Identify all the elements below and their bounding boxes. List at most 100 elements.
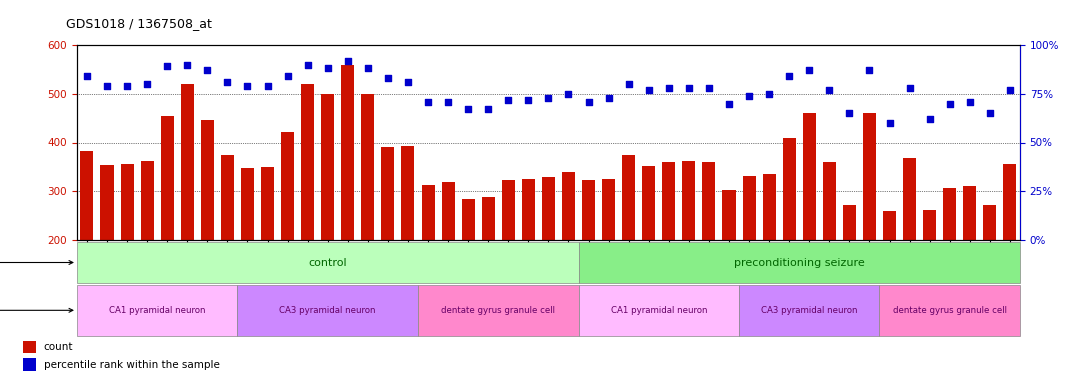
Bar [522,179,535,338]
Point [941,100,958,106]
Point [600,94,617,100]
Bar [803,113,816,338]
Bar [381,147,394,338]
Bar [662,162,675,338]
Point [520,97,537,103]
Bar [402,146,414,338]
Bar [422,185,435,338]
Bar [562,172,575,338]
Bar [80,151,93,338]
Bar [482,197,494,338]
Bar [502,180,515,338]
Bar [418,285,579,336]
Point [821,87,838,93]
Point [299,62,316,68]
Point [119,83,136,89]
Bar [321,94,334,338]
Bar [160,116,174,338]
Point [660,85,677,91]
Point [178,62,195,68]
Point [580,99,597,105]
Bar [261,167,274,338]
Bar [739,285,879,336]
Bar [984,205,996,338]
Bar [180,84,193,338]
Bar [703,162,716,338]
Bar [100,165,113,338]
Point [760,91,778,97]
Bar [281,132,294,338]
Point [359,65,376,71]
Text: CA1 pyramidal neuron: CA1 pyramidal neuron [109,306,205,315]
Point [440,99,457,105]
Point [539,94,557,100]
Bar [541,177,555,338]
Point [621,81,638,87]
Point [961,99,978,105]
Bar [441,182,455,338]
Bar [77,242,579,283]
Point [239,83,256,89]
Text: dentate gyrus granule cell: dentate gyrus granule cell [893,306,1007,315]
Bar [863,113,876,338]
Point [500,97,517,103]
Point [680,85,697,91]
Bar [461,199,474,338]
Text: protocol: protocol [0,258,73,267]
Text: count: count [44,342,73,352]
Bar [763,174,775,338]
Bar [579,285,739,336]
Point [199,68,216,74]
Bar [342,64,355,338]
Text: cell type: cell type [0,305,73,315]
Point [861,68,878,74]
Point [420,99,437,105]
Bar [642,166,656,338]
Text: percentile rank within the sample: percentile rank within the sample [44,360,219,370]
Bar [23,358,36,371]
Bar [361,94,375,338]
Point [78,73,95,79]
Point [721,100,738,106]
Point [981,110,999,116]
Bar [221,154,234,338]
Point [921,116,938,122]
Bar [843,205,855,338]
Point [1002,87,1019,93]
Bar [237,285,418,336]
Point [219,79,236,85]
Point [740,93,757,99]
Text: CA3 pyramidal neuron: CA3 pyramidal neuron [761,306,858,315]
Point [781,73,798,79]
Point [319,65,336,71]
Point [901,85,918,91]
Point [258,83,276,89]
Bar [742,176,755,338]
Text: GDS1018 / 1367508_at: GDS1018 / 1367508_at [66,17,213,30]
Bar [121,164,134,338]
Bar [623,154,635,338]
Bar [722,190,736,338]
Point [701,85,718,91]
Text: CA1 pyramidal neuron: CA1 pyramidal neuron [611,306,707,315]
Bar [963,186,976,338]
Point [139,81,156,87]
Bar [241,168,254,338]
Bar [943,188,956,338]
Bar [1004,164,1017,338]
Point [279,73,296,79]
Point [379,75,396,81]
Bar [923,210,937,338]
Point [98,83,115,89]
Bar [77,285,237,336]
Point [159,63,176,69]
Point [560,91,577,97]
Bar [883,211,896,338]
Bar [141,161,154,338]
Point [340,58,357,64]
Point [640,87,657,93]
Point [841,110,858,116]
Text: preconditioning seizure: preconditioning seizure [734,258,865,267]
Bar [904,158,916,338]
Point [480,106,497,112]
